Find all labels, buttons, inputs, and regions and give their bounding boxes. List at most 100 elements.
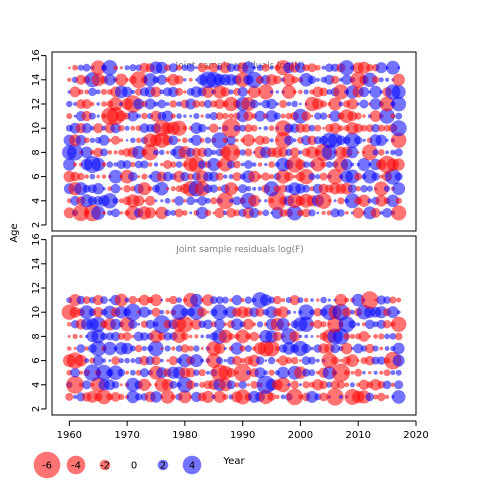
residual-bubble [386,194,400,208]
residual-bubble [101,358,107,363]
residual-bubble [298,394,303,400]
residual-bubble [292,138,297,143]
residual-bubble [394,148,403,157]
residual-bubble [251,162,257,167]
residual-bubble [92,355,104,366]
residual-bubble [201,390,215,403]
residual-bubble [227,160,236,169]
residual-bubble [362,72,377,88]
residual-bubble [171,120,187,136]
residual-bubble [151,307,161,317]
residual-bubble [118,149,125,156]
residual-bubble [226,208,237,218]
residual-bubble [83,137,90,144]
residual-bubble [289,147,300,158]
residual-bubble [110,392,121,402]
residual-bubble [221,118,241,138]
residual-bubble [70,367,80,378]
residual-bubble [118,358,124,364]
residual-bubble [176,101,182,107]
residual-bubble [377,356,386,365]
residual-bubble [365,124,374,133]
residual-bubble [390,370,396,376]
y-tick-label: 12 [31,98,42,111]
residual-bubble [319,172,328,181]
residual-bubble [232,355,242,366]
residual-bubble [375,195,388,207]
residual-bubble [213,390,226,403]
residual-bubble [148,383,152,387]
residual-bubble [295,183,306,194]
residual-bubble [384,346,390,351]
legend-label: -6 [42,461,52,472]
residual-bubble [379,346,384,351]
y-tick-label: 14 [31,257,42,270]
legend-bubble [33,451,61,479]
residual-bubble [303,297,309,303]
residual-bubble [82,296,91,304]
residual-bubble [395,112,403,120]
residual-bubble [81,123,92,134]
residual-bubble [245,185,252,192]
residual-bubble [199,137,205,143]
residual-bubble [268,369,275,376]
residual-bubble [235,329,250,344]
residual-bubble [95,89,101,95]
residual-bubble [188,77,193,82]
residual-bubble [211,132,228,149]
residual-bubble [244,296,253,304]
y-tick-label: 12 [31,282,42,295]
residual-bubble [291,100,299,108]
residual-bubble [240,162,245,167]
residual-bubble [374,298,377,302]
residual-bubble [302,161,310,168]
residual-bubble [206,126,210,130]
residual-bubble [297,209,304,217]
residual-bubble [134,160,143,169]
residual-bubble [176,297,183,303]
residual-bubble [123,184,131,193]
residual-bubble [124,303,142,321]
residual-bubble [379,96,395,112]
x-axis-title: Year [222,456,245,467]
residual-bubble [391,96,407,112]
residual-bubble [333,84,349,100]
residual-bubble [226,63,236,72]
residual-bubble [119,211,124,215]
residual-bubble [319,380,328,390]
residual-bubble [110,183,121,194]
residual-bubble [126,390,140,404]
residual-bubble [264,162,268,167]
residual-bubble [341,74,352,86]
residual-bubble [332,328,350,345]
residual-bubble [170,186,176,192]
residual-bubble [160,347,164,350]
residual-bubble [223,347,227,350]
residual-bubble [141,173,148,180]
residual-bubble [73,347,77,350]
residual-bubble [107,210,113,216]
residual-bubble [188,334,193,339]
legend-bubble [157,459,169,471]
residual-bubble [223,96,239,112]
residual-bubble [392,342,405,355]
residual-bubble [176,64,183,71]
residual-bubble [301,111,312,121]
residual-bubble [182,210,188,216]
residual-bubble [108,138,112,143]
residual-bubble [354,172,363,181]
residual-bubble [358,86,370,98]
residual-bubble [303,89,309,95]
residual-bubble [93,294,104,306]
residual-bubble [245,370,251,376]
residual-bubble [118,198,124,204]
x-tick-label: 1990 [230,430,255,441]
residual-bubble [78,89,84,95]
residual-bubble [186,196,196,206]
residual-bubble [354,368,363,377]
residual-bubble [176,316,194,333]
residual-bubble [232,172,242,182]
residual-bubble [81,110,92,122]
residual-bubble [269,174,275,180]
residual-bubble [206,370,210,375]
